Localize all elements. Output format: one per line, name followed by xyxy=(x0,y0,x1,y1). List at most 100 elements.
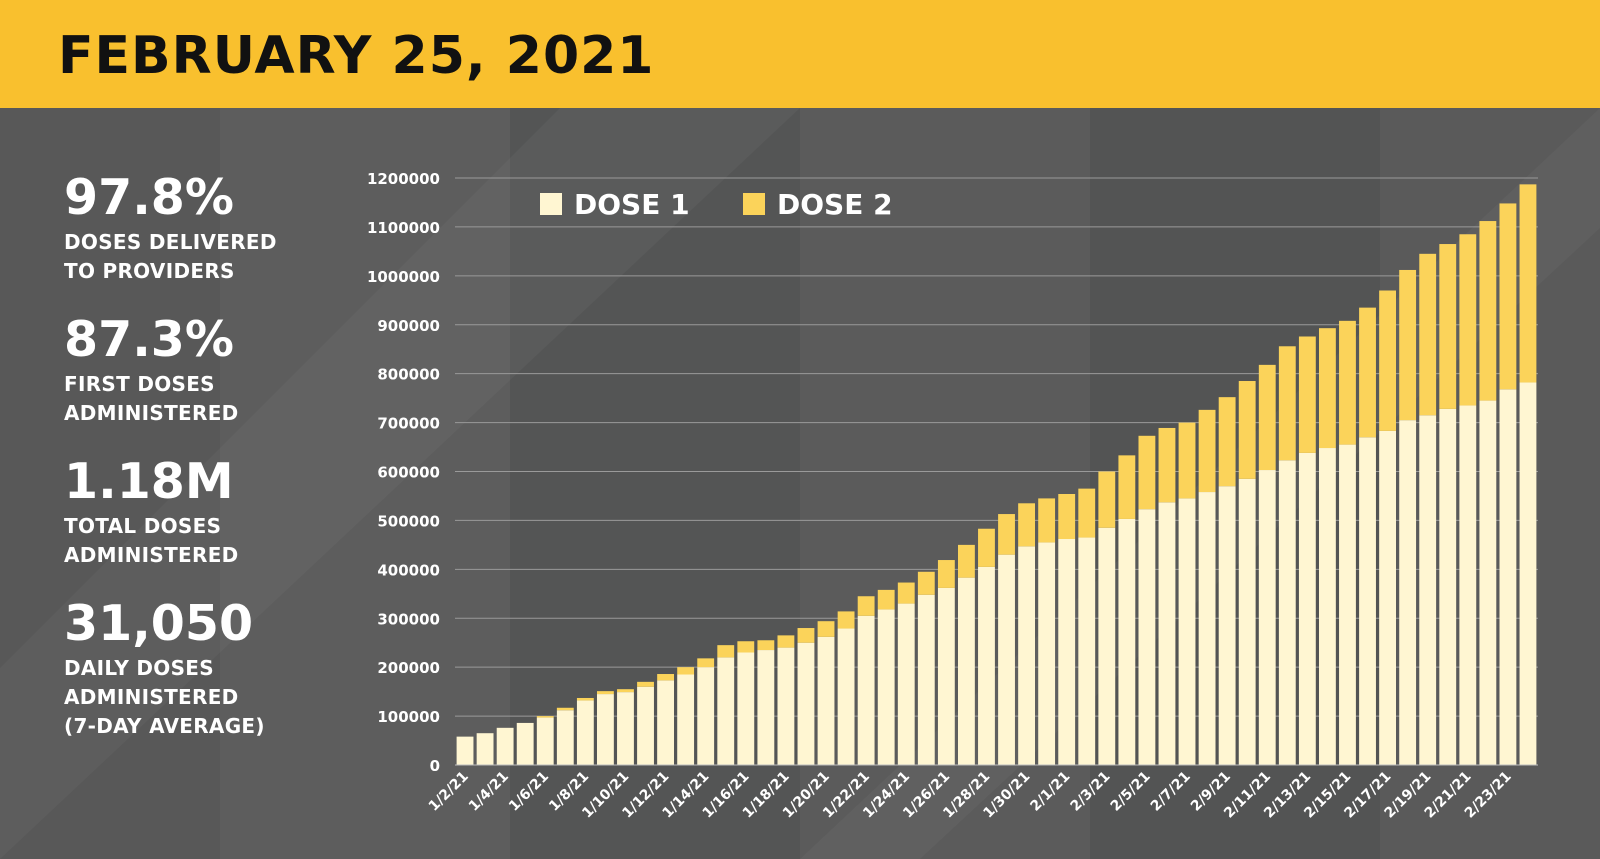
y-tick-label: 300000 xyxy=(377,610,440,628)
bar-dose-2 xyxy=(757,640,775,651)
bar-dose-1 xyxy=(1519,382,1537,765)
bar-dose-2 xyxy=(1499,203,1517,390)
stat-label-line: FIRST DOSES xyxy=(64,372,215,396)
bar-dose-1 xyxy=(817,636,835,765)
legend-label: DOSE 1 xyxy=(574,188,690,221)
bar-dose-2 xyxy=(978,528,995,567)
bar-dose-2 xyxy=(717,645,735,658)
legend-label: DOSE 2 xyxy=(777,188,893,221)
bar-dose-2 xyxy=(1158,427,1176,503)
bar-dose-1 xyxy=(857,615,875,765)
bar-dose-1 xyxy=(1298,452,1316,765)
page-title: FEBRUARY 25, 2021 xyxy=(58,26,655,86)
y-tick-label: 500000 xyxy=(377,512,440,530)
bar-dose-1 xyxy=(576,700,594,765)
stat-total-doses: 1.18M TOTAL DOSES ADMINISTERED xyxy=(64,452,364,570)
bar-dose-1 xyxy=(737,652,755,765)
stat-label: TOTAL DOSES ADMINISTERED xyxy=(64,512,364,570)
bar-dose-1 xyxy=(1098,527,1116,765)
bar-dose-1 xyxy=(1479,400,1497,765)
y-tick-label: 800000 xyxy=(377,366,440,384)
bar-dose-2 xyxy=(917,571,935,595)
bar-dose-2 xyxy=(1278,346,1296,461)
bar-dose-2 xyxy=(877,589,895,610)
bar-dose-1 xyxy=(777,647,795,765)
bar-dose-2 xyxy=(1318,328,1336,449)
bar-dose-1 xyxy=(937,587,955,765)
bar-dose-2 xyxy=(1138,435,1156,510)
bar-dose-2 xyxy=(1399,269,1417,421)
bar-dose-2 xyxy=(1058,494,1076,540)
bar-dose-2 xyxy=(957,544,975,578)
stat-daily-doses: 31,050 DAILY DOSES ADMINISTERED (7-DAY A… xyxy=(64,594,364,741)
bar-dose-2 xyxy=(637,681,654,687)
bar-dose-1 xyxy=(596,694,614,765)
bar-dose-2 xyxy=(1018,503,1036,547)
bar-dose-1 xyxy=(657,680,675,765)
bar-dose-1 xyxy=(1138,509,1156,765)
stat-value: 31,050 xyxy=(64,595,254,652)
bar-dose-2 xyxy=(1459,234,1477,406)
x-tick-label: 1/2/21 xyxy=(426,769,472,815)
legend-swatch xyxy=(540,193,562,215)
bar-dose-2 xyxy=(576,697,594,701)
bar-dose-1 xyxy=(1058,539,1076,765)
header-bar: FEBRUARY 25, 2021 xyxy=(0,0,1600,108)
bar-dose-1 xyxy=(1158,502,1176,765)
legend-swatch xyxy=(743,193,765,215)
y-tick-label: 100000 xyxy=(377,708,440,726)
bar-dose-1 xyxy=(637,686,654,765)
bar-dose-1 xyxy=(697,667,715,765)
bar-dose-2 xyxy=(1038,498,1056,543)
bar-dose-2 xyxy=(677,667,695,675)
bar-dose-1 xyxy=(978,566,995,765)
bar-dose-2 xyxy=(857,596,875,616)
stat-label-line: ADMINISTERED xyxy=(64,685,239,709)
y-tick-label: 1000000 xyxy=(367,268,440,286)
bar-dose-2 xyxy=(777,635,795,648)
bar-dose-2 xyxy=(1379,290,1397,431)
stat-label-line: ADMINISTERED xyxy=(64,401,239,425)
stat-label: DAILY DOSES ADMINISTERED (7-DAY AVERAGE) xyxy=(64,654,364,741)
x-tick-label: 2/7/21 xyxy=(1148,769,1194,815)
bar-dose-1 xyxy=(1038,542,1056,765)
y-tick-label: 400000 xyxy=(377,561,440,579)
bar-dose-2 xyxy=(556,707,574,711)
stat-value: 87.3% xyxy=(64,311,234,368)
stat-label-line: TOTAL DOSES xyxy=(64,514,222,538)
stat-label-line: DAILY DOSES xyxy=(64,656,214,680)
bar-dose-1 xyxy=(1178,498,1196,765)
bar-dose-1 xyxy=(998,554,1015,765)
bar-dose-1 xyxy=(717,657,735,765)
bar-dose-1 xyxy=(757,650,775,765)
stats-panel: 97.8% DOSES DELIVERED TO PROVIDERS 87.3%… xyxy=(64,168,364,765)
stat-label: FIRST DOSES ADMINISTERED xyxy=(64,370,364,428)
bar-dose-1 xyxy=(1379,430,1397,765)
bar-dose-2 xyxy=(998,514,1015,555)
bar-dose-2 xyxy=(797,628,815,643)
stat-delivered: 97.8% DOSES DELIVERED TO PROVIDERS xyxy=(64,168,364,286)
bar-dose-2 xyxy=(1078,488,1096,538)
bar-dose-2 xyxy=(1359,307,1376,438)
bar-dose-2 xyxy=(1098,471,1116,528)
bar-dose-2 xyxy=(1218,397,1236,487)
stat-label-line: (7-DAY AVERAGE) xyxy=(64,714,265,738)
bar-dose-1 xyxy=(1278,460,1296,765)
bar-dose-1 xyxy=(536,717,554,765)
bar-dose-2 xyxy=(737,641,755,653)
stat-label-line: DOSES DELIVERED xyxy=(64,230,277,254)
bar-dose-1 xyxy=(1218,486,1236,765)
stat-label-line: ADMINISTERED xyxy=(64,543,239,567)
bar-dose-1 xyxy=(1078,537,1096,765)
bar-dose-2 xyxy=(817,621,835,637)
x-tick-label: 2/3/21 xyxy=(1068,769,1114,815)
y-tick-label: 700000 xyxy=(377,415,440,433)
bar-dose-2 xyxy=(1178,422,1196,499)
bar-dose-2 xyxy=(1258,364,1276,471)
bar-dose-2 xyxy=(1339,320,1356,445)
bar-dose-1 xyxy=(1399,420,1417,765)
bar-dose-1 xyxy=(1238,478,1256,765)
bar-dose-1 xyxy=(1018,546,1036,765)
stat-label-line: TO PROVIDERS xyxy=(64,259,235,283)
bar-dose-2 xyxy=(1419,253,1437,416)
